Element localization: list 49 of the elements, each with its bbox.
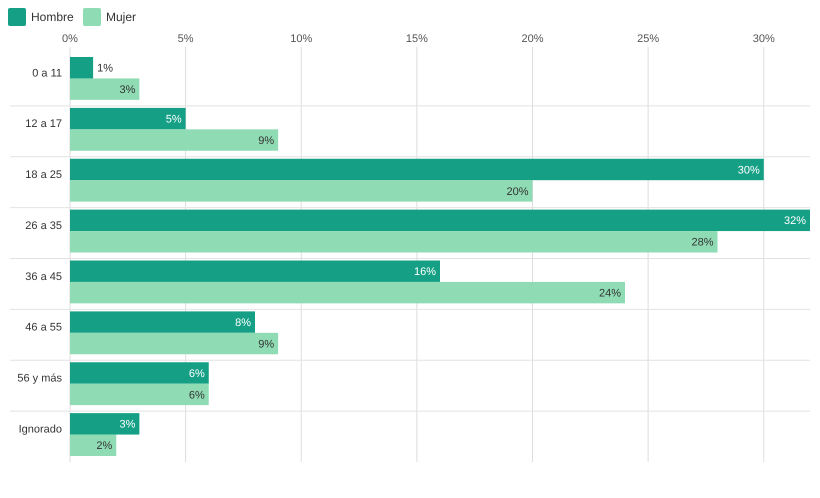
data-label: 9% <box>258 338 274 350</box>
data-label: 3% <box>119 84 136 96</box>
x-tick-label: 15% <box>406 33 428 45</box>
data-label: 24% <box>598 288 622 300</box>
y-tick-label: 26 a 35 <box>25 220 62 232</box>
bar <box>70 78 140 100</box>
bar <box>70 434 116 456</box>
x-tick-label: 30% <box>752 33 775 45</box>
legend-label: Mujer <box>106 10 136 24</box>
y-tick-label: 18 a 25 <box>25 169 62 182</box>
y-tick-label: 36 a 45 <box>25 270 62 283</box>
y-tick-label: 12 a 17 <box>25 118 62 130</box>
bar <box>70 158 764 180</box>
data-label: 6% <box>188 389 205 402</box>
data-label: 1% <box>97 62 114 75</box>
legend-label: Hombre <box>31 10 74 24</box>
data-label: 32% <box>784 215 806 228</box>
data-label: 20% <box>506 186 529 198</box>
x-tick-label: 25% <box>637 33 660 45</box>
x-tick-label: 10% <box>290 33 312 45</box>
y-tick-label: 56 y más <box>17 372 62 385</box>
data-label: 5% <box>166 113 182 126</box>
bar <box>70 332 278 354</box>
y-tick-label: 46 a 55 <box>25 322 62 334</box>
bar <box>70 413 140 435</box>
bar <box>70 282 625 304</box>
x-tick-label: 5% <box>178 33 194 45</box>
bar <box>70 180 532 202</box>
bar <box>70 384 209 406</box>
data-label: 9% <box>258 134 274 147</box>
bar <box>70 231 718 252</box>
data-label: 16% <box>414 266 436 278</box>
bar <box>70 311 255 333</box>
bar <box>70 260 440 282</box>
bar <box>70 108 186 130</box>
data-label: 2% <box>96 440 112 452</box>
x-tick-label: 0% <box>62 33 78 45</box>
bar <box>70 362 209 384</box>
bar <box>70 57 94 78</box>
y-tick-label: Ignorado <box>18 423 62 436</box>
x-tick-label: 20% <box>521 33 544 45</box>
data-label: 6% <box>188 368 205 380</box>
data-label: 30% <box>738 164 760 176</box>
bar <box>70 210 810 232</box>
data-label: 8% <box>235 316 252 329</box>
y-tick-label: 0 a 11 <box>32 67 62 80</box>
data-label: 3% <box>119 418 136 431</box>
bar <box>70 129 278 151</box>
data-label: 28% <box>691 236 714 249</box>
